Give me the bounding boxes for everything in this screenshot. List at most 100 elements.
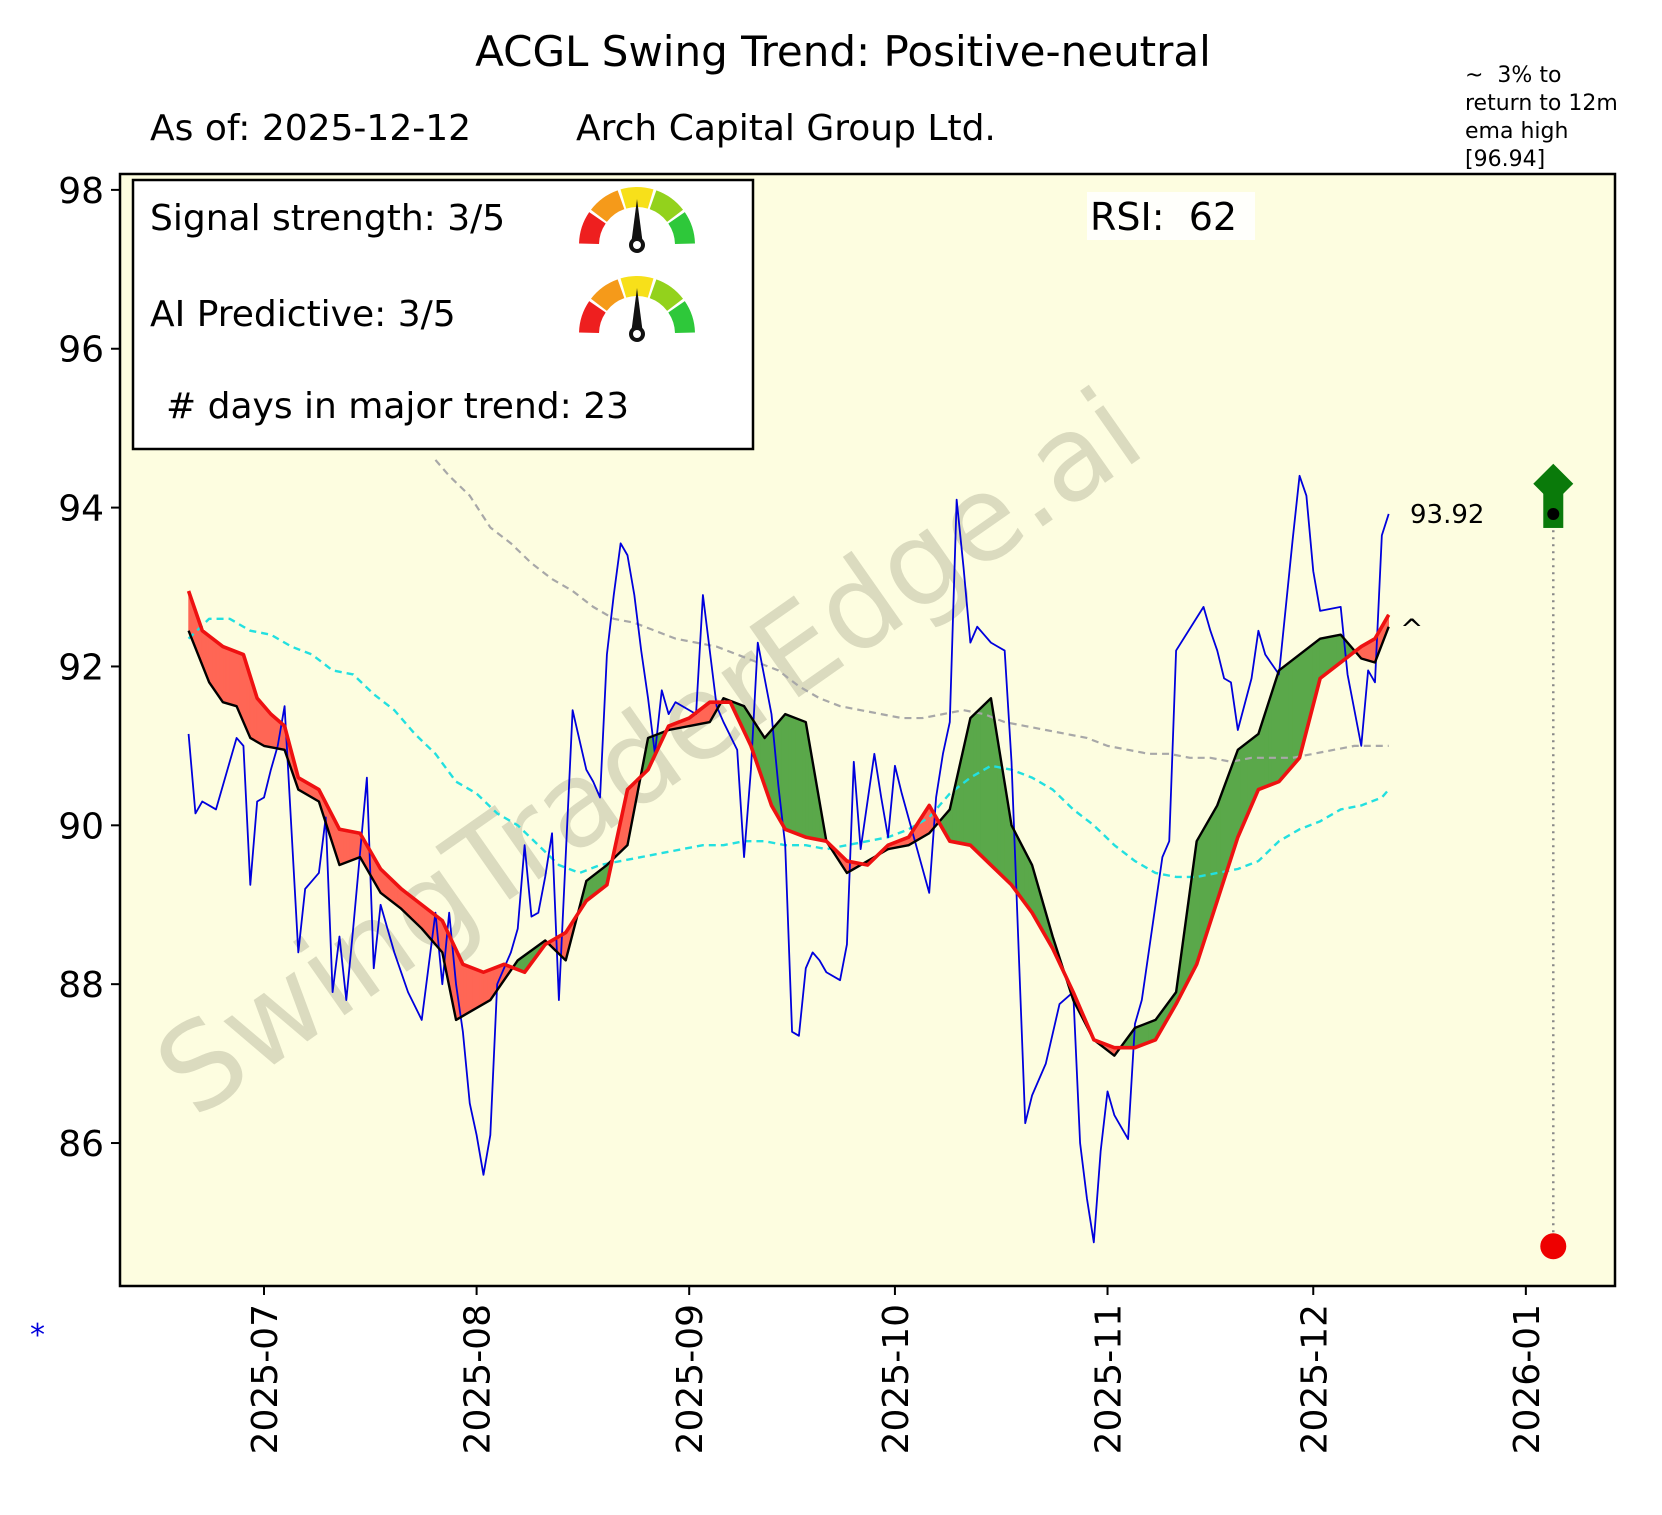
bearish-fill-segment <box>236 651 241 715</box>
bullish-fill-segment <box>1278 667 1283 783</box>
bullish-fill-segment <box>1282 664 1287 779</box>
x-tick-label: 2025-07 <box>245 1304 286 1454</box>
gauge-hub-center <box>633 330 641 338</box>
bullish-fill-segment <box>1021 845 1026 905</box>
gauge-segment <box>620 186 654 209</box>
y-tick-label: 98 <box>58 171 104 212</box>
bullish-fill-segment <box>1141 1023 1146 1046</box>
signal-strength-label: Signal strength: 3/5 <box>150 198 505 239</box>
bullish-fill-segment <box>1196 834 1201 965</box>
bullish-fill-segment <box>1330 635 1335 672</box>
bullish-fill-segment <box>1336 634 1341 666</box>
x-tick-label: 2025-11 <box>1089 1304 1130 1454</box>
bullish-fill-segment <box>1244 741 1249 822</box>
rsi-label: RSI: 62 <box>1090 195 1237 239</box>
y-tick-label: 92 <box>58 647 104 688</box>
y-tick-label: 90 <box>58 806 104 847</box>
bullish-fill-segment <box>987 697 992 866</box>
as-of-date: As of: 2025-12-12 <box>150 108 471 149</box>
bearish-fill-segment <box>349 830 354 862</box>
target-annotation-line: ema high <box>1465 119 1568 144</box>
bullish-fill-segment <box>1292 656 1297 767</box>
bullish-fill-segment <box>1288 659 1293 771</box>
bullish-fill-segment <box>973 710 978 853</box>
gauge-segment <box>579 212 606 245</box>
x-tick-label: 2025-09 <box>670 1304 711 1454</box>
bullish-fill-segment <box>1333 634 1338 669</box>
ai-predictive-label: AI Predictive: 3/5 <box>150 294 456 335</box>
gauge-segment <box>620 275 654 298</box>
gauge-segment <box>668 301 695 334</box>
bearish-fill-segment <box>212 638 217 694</box>
bearish-fill-segment <box>219 643 224 704</box>
bullish-fill-segment <box>1223 777 1228 880</box>
bearish-fill-segment <box>469 966 474 1013</box>
company-name: Arch Capital Group Ltd. <box>576 108 996 149</box>
target-annotation: ~ 3% to return to 12m ema high [96.94] <box>1465 63 1618 172</box>
bearish-fill-segment <box>239 652 244 723</box>
gauge-hub-center <box>633 241 641 249</box>
last-price-dot <box>1547 507 1560 520</box>
bearish-fill-segment <box>486 969 491 1003</box>
bearish-fill-segment <box>215 640 220 699</box>
bullish-fill-segment <box>1138 1024 1143 1047</box>
target-annotation-line: return to 12m <box>1465 91 1618 116</box>
asterisk-note: * <box>30 1318 45 1353</box>
bullish-fill-segment <box>791 716 796 834</box>
bearish-fill-segment <box>208 635 213 689</box>
bearish-fill-segment <box>462 963 467 1017</box>
x-tick-label: 2026-01 <box>1507 1304 1548 1454</box>
bullish-fill-segment <box>1206 816 1211 933</box>
gauge-segment <box>590 190 625 222</box>
gauge-segment <box>649 279 684 311</box>
gauge-segment <box>579 301 606 334</box>
bullish-fill-segment <box>970 714 975 850</box>
bullish-fill-segment <box>1268 691 1273 787</box>
gauge-needle <box>631 288 643 334</box>
bullish-fill-segment <box>1295 653 1300 763</box>
price-line <box>187 474 1390 1244</box>
bullish-fill-segment <box>1326 636 1331 674</box>
bearish-fill-segment <box>222 646 227 704</box>
info-box: Signal strength: 3/5 AI Predictive: 3/5 … <box>131 178 755 451</box>
bullish-fill-segment <box>1148 1020 1153 1043</box>
bearish-fill-segment <box>479 970 484 1007</box>
bullish-fill-segment <box>1213 804 1218 912</box>
bearish-fill-segment <box>229 648 234 706</box>
bearish-fill-segment <box>466 965 471 1015</box>
x-tick-label: 2025-12 <box>1294 1304 1335 1454</box>
bullish-fill-segment <box>1240 743 1245 830</box>
target-annotation-line: [96.94] <box>1465 147 1545 172</box>
bearish-fill-segment <box>346 830 351 863</box>
mid-ema-line <box>187 617 1390 879</box>
bearish-fill-segment <box>476 969 481 1009</box>
bullish-fill-segment <box>1323 636 1328 677</box>
bullish-fill-segment <box>983 700 988 863</box>
gauge-needle <box>631 199 643 245</box>
bearish-fill-segment <box>232 650 237 707</box>
bearish-fill-segment <box>270 713 275 749</box>
target-arrow-head <box>1533 463 1574 504</box>
days-in-trend-label: # days in major trend: 23 <box>166 386 629 427</box>
bearish-fill-segment <box>472 967 477 1011</box>
slow-ema-line <box>186 590 1391 1050</box>
last-price-label: 93.92 <box>1410 500 1484 530</box>
low-marker-dot <box>1540 1233 1567 1260</box>
bullish-fill-segment <box>1227 768 1232 870</box>
bullish-fill-segment <box>1230 759 1235 859</box>
bullish-fill-segment <box>990 698 995 870</box>
bullish-fill-segment <box>1234 749 1239 848</box>
bearish-fill-segment <box>352 831 357 861</box>
fast-ema-line <box>187 626 1390 1057</box>
x-axis: 2025-07 2025-08 2025-09 2025-10 2025-11 2025-… <box>245 1286 1548 1454</box>
bullish-fill-segment <box>784 713 789 832</box>
rsi-label-bg <box>1087 192 1255 240</box>
bearish-fill-segment <box>225 647 231 705</box>
caret-label: ^ <box>1400 613 1423 646</box>
x-tick-label: 2025-08 <box>458 1304 499 1454</box>
y-tick-label: 94 <box>58 489 104 530</box>
y-tick-label: 86 <box>58 1124 104 1165</box>
bullish-fill-segment <box>1203 822 1208 944</box>
bullish-fill-segment <box>1319 637 1324 679</box>
y-axis: 86 88 90 92 94 96 98 <box>58 171 120 1165</box>
